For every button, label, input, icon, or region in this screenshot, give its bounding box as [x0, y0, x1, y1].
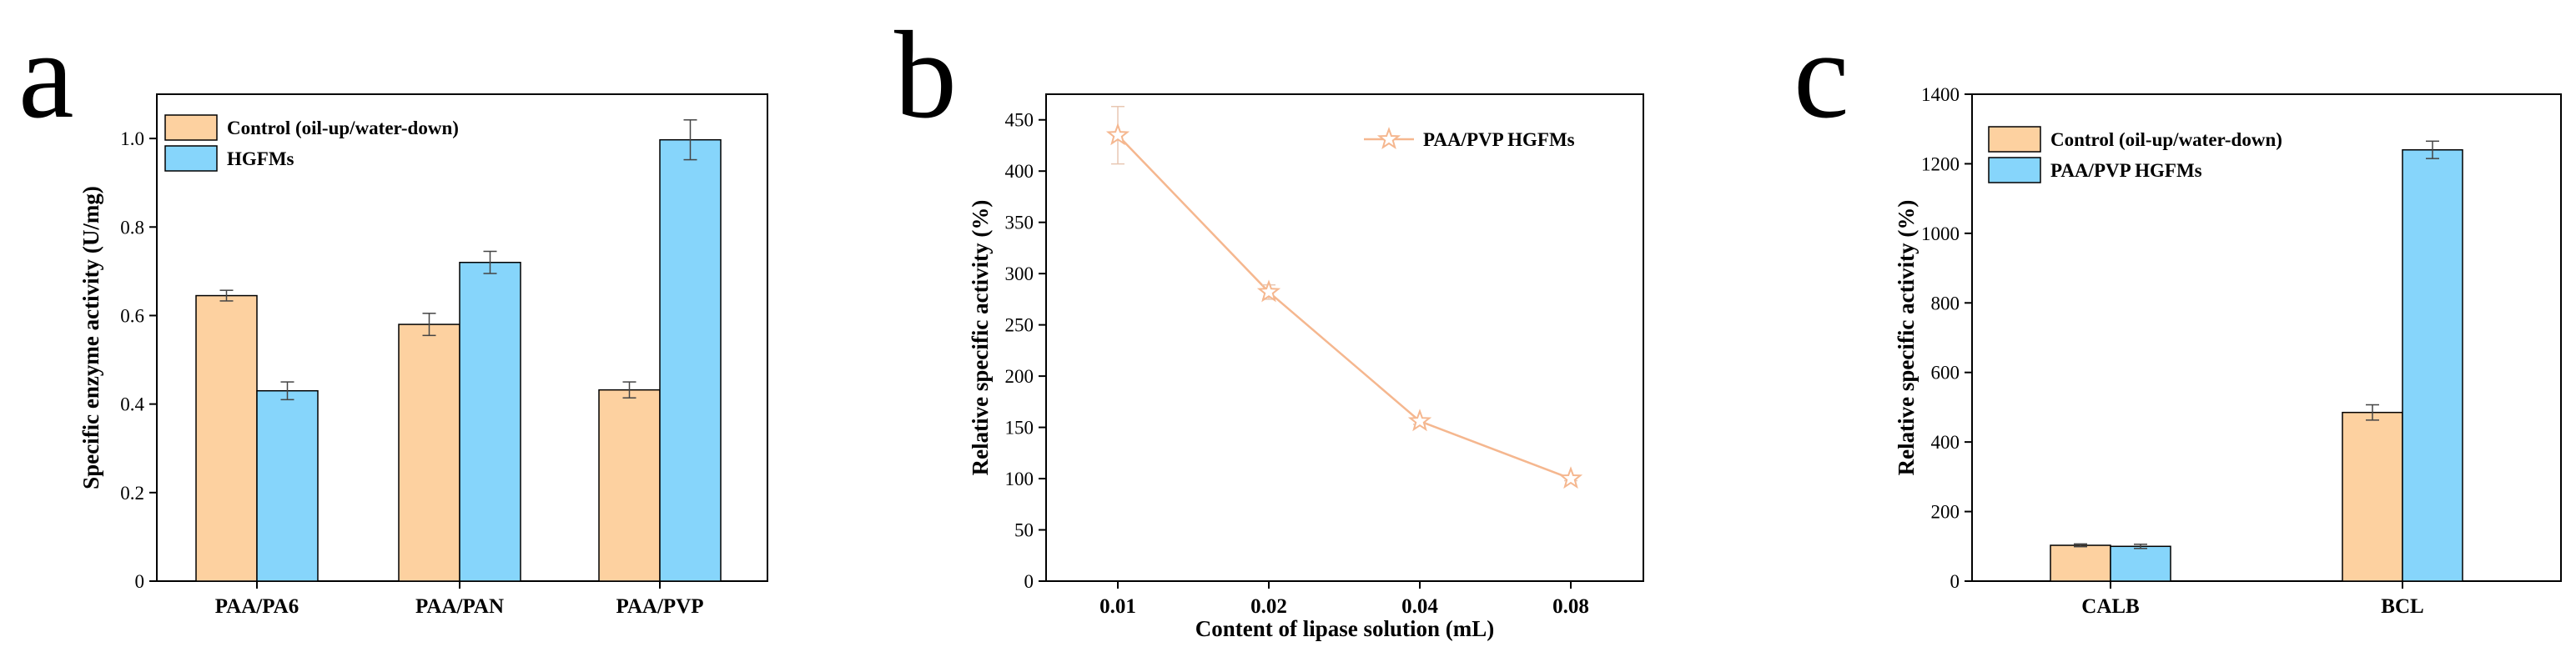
panel-1-point-marker [1407, 409, 1432, 432]
panel-2-ytick-label: 1000 [1921, 223, 1960, 244]
panel-1-point-marker [1256, 279, 1281, 303]
panel-a-chart: 0 0.2 0.4 0.6 0.8 1.0 Specific enzyme activity… [78, 93, 768, 618]
panel-a-label: a [18, 6, 74, 144]
panel-1-xtick-label: 0.02 [1250, 595, 1287, 618]
panel-1-legend-marker [1376, 127, 1401, 150]
panel-0-bar-control [195, 294, 258, 582]
panel-2-legend-label: Control (oil-up/water-down) [2050, 129, 2282, 150]
panel-1-ytick-label: 350 [1005, 213, 1034, 233]
panel-c-chart: 0 200 400 600 800 1000 1200 1400 Relative specif… [1894, 84, 2562, 618]
panel-0-bar-control [398, 323, 460, 582]
panel-2-legend-swatch [1988, 157, 2041, 183]
panel-2-ytick-label: 800 [1931, 293, 1960, 313]
panel-0-legend-label: Control (oil-up/water-down) [227, 118, 459, 138]
panel-0-category-label: PAA/PVP [616, 595, 703, 618]
panel-2-plot-frame [1971, 93, 2562, 582]
panel-2-ytick-label: 600 [1931, 363, 1960, 384]
panel-2-bar-hgfm [2402, 148, 2463, 582]
panel-0-bar-hgfm [256, 389, 319, 582]
panel-1-ytick-label: 50 [1014, 520, 1034, 541]
panel-0-category-label: PAA/PA6 [215, 595, 299, 618]
panel-2-category-label: BCL [2381, 595, 2423, 618]
panel-2-category-label: CALB [2081, 595, 2139, 618]
panel-1-ytick-label: 400 [1005, 161, 1034, 182]
panel-2-ytick-label: 1400 [1921, 84, 1960, 105]
panel-0-bar-control [598, 389, 661, 582]
panel-0-ytick-label: 0.4 [120, 394, 144, 415]
panel-0-legend-swatch [164, 145, 218, 172]
panel-1-point-marker [1558, 466, 1583, 489]
panel-1-point-marker [1105, 123, 1130, 146]
panel-0-ytick-label: 0.2 [120, 483, 144, 504]
panel-2-ytick-label: 200 [1931, 502, 1960, 523]
panel-1-ytick-label: 100 [1005, 469, 1034, 489]
panel-1-xtick-label: 0.04 [1401, 595, 1438, 618]
panel-2-bar-hgfm [2110, 545, 2171, 582]
panel-1-plot-frame [1045, 93, 1644, 582]
panel-0-bar-hgfm [659, 138, 722, 582]
panel-0-bar-hgfm [459, 261, 521, 582]
panel-1-legend-label: PAA/PVP HGFMs [1423, 129, 1575, 150]
panel-1-ytick-label: 250 [1005, 315, 1034, 336]
panel-1-ytick-label: 150 [1005, 418, 1034, 439]
panel-0-y-axis-title: Specific enzyme activity (U/mg) [78, 186, 103, 489]
panel-2-y-axis-title: Relative specific activity (%) [1894, 200, 1919, 476]
panel-1-y-axis-title: Relative specific activity (%) [968, 200, 993, 476]
panel-c-label: c [1794, 6, 1849, 144]
panel-2-ytick-label: 400 [1931, 432, 1960, 453]
panel-2-legend-label: PAA/PVP HGFMs [2050, 160, 2202, 181]
panel-1-ytick-label: 300 [1005, 263, 1034, 284]
panel-0-legend-label: HGFMs [227, 148, 294, 169]
panel-2-bar-control [2342, 411, 2403, 582]
panel-1-xtick-label: 0.01 [1099, 595, 1136, 618]
panel-2-ytick-label: 0 [1950, 571, 1960, 592]
panel-0-ytick-label: 1.0 [120, 128, 144, 149]
panel-2-legend-swatch [1988, 126, 2041, 153]
panel-1-x-axis-title: Content of lipase solution (mL) [1195, 616, 1495, 641]
panel-1-ytick-label: 450 [1005, 110, 1034, 131]
panel-0-ytick-label: 0 [135, 571, 145, 592]
panel-1-xtick-label: 0.08 [1552, 595, 1589, 618]
panel-1-ytick-label: 0 [1024, 571, 1034, 592]
panel-b-chart: 0 50 100 150 200 250 300 350 400 450 Relative spec… [968, 93, 1644, 641]
panel-0-ytick-label: 0.6 [120, 305, 144, 326]
panel-1-ytick-label: 200 [1005, 366, 1034, 387]
panel-2-ytick-label: 1200 [1921, 153, 1960, 174]
panel-1-series-line [1117, 134, 1572, 480]
panel-0-legend-swatch [164, 114, 218, 141]
panel-0-ytick-label: 0.8 [120, 217, 144, 238]
panel-b-label: b [894, 6, 957, 144]
panel-0-category-label: PAA/PAN [415, 595, 504, 618]
panel-2-bar-control [2050, 544, 2111, 582]
